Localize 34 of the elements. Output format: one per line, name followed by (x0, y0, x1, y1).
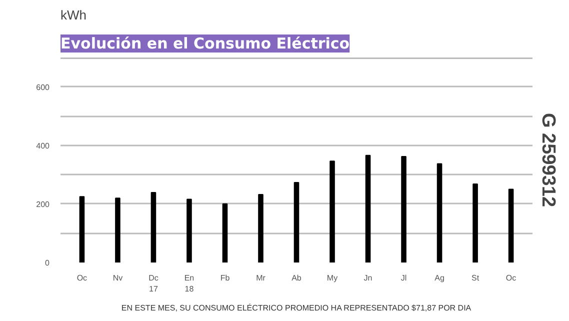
bar (222, 203, 228, 262)
x-tick-label: Dc 17 (148, 274, 158, 294)
bar (472, 184, 478, 262)
bar (258, 194, 264, 262)
x-tick-label: Jl (400, 274, 407, 282)
y-tick-label: 0 (45, 258, 50, 268)
y-axis-title: kWh (60, 8, 86, 22)
chart-title: Evolución en el Consumo Eléctrico (60, 34, 350, 52)
x-tick-label: Oc (506, 274, 516, 282)
bar (294, 182, 300, 262)
y-tick-label: 600 (36, 82, 50, 92)
x-tick-label: Ab (292, 274, 302, 282)
x-tick-label: Jn (364, 274, 372, 282)
x-tick-label: Mr (256, 274, 266, 282)
bar (401, 156, 406, 262)
x-tick-label: St (472, 274, 480, 282)
text: G 2599312 (538, 112, 558, 208)
bar (79, 196, 85, 262)
bar (150, 192, 156, 262)
bar (330, 160, 335, 262)
x-tick-label: En 18 (184, 274, 194, 294)
x-tick-label: Ag (434, 274, 444, 282)
bar (365, 154, 371, 262)
bar (436, 163, 442, 262)
x-tick-label: Fb (220, 274, 230, 282)
x-tick-label: My (326, 274, 338, 282)
text: EN ESTE MES, SU CONSUMO ELÉCTRICO PROMEDIO HA REPRESENTADO $71,87 POR DIA (121, 304, 472, 312)
bar (115, 198, 120, 262)
bar (508, 188, 514, 262)
bar (186, 198, 192, 262)
x-tick-label: Oc (76, 274, 88, 282)
y-tick-label: 400 (36, 141, 50, 150)
x-tick-label: Nv (112, 274, 123, 282)
y-tick-label: 200 (36, 200, 50, 209)
